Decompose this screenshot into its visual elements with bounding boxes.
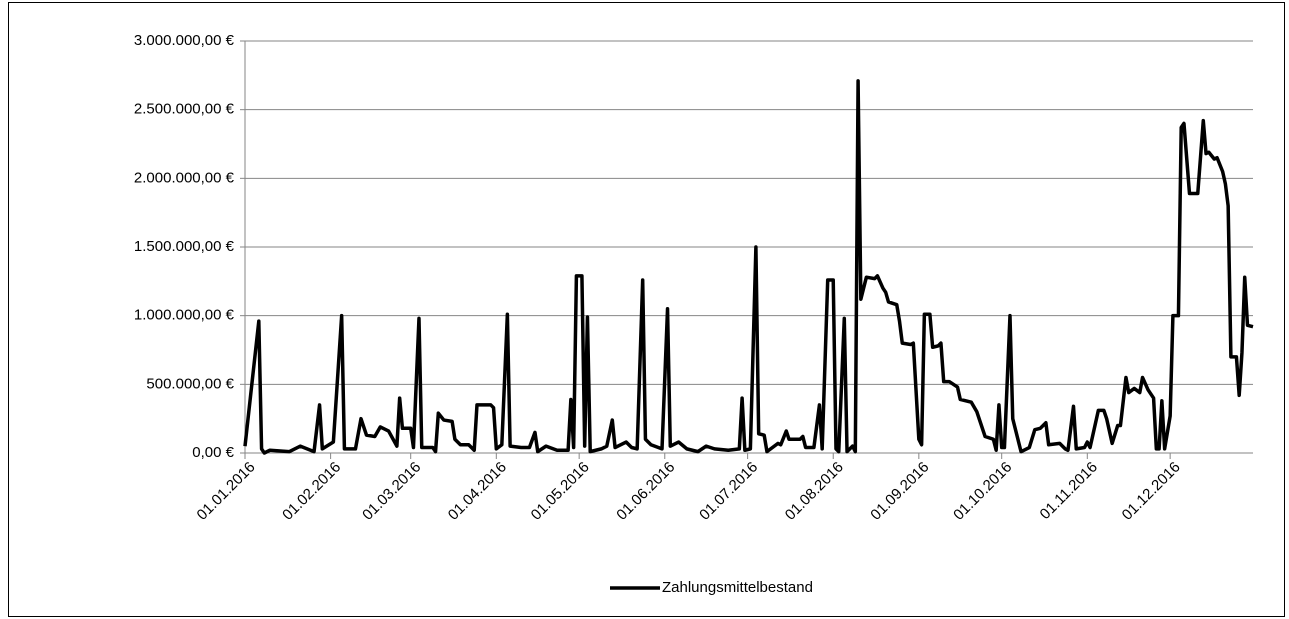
y-tick-label: 2.000.000,00 €	[134, 169, 235, 186]
chart-border	[8, 2, 1285, 617]
series-line	[243, 79, 1254, 455]
y-tick-label: 2.500.000,00 €	[134, 101, 235, 118]
y-tick-label: 3.000.000,00 €	[134, 32, 235, 49]
y-tick-label: 1.000.000,00 €	[134, 307, 235, 324]
legend-label: Zahlungsmittelbestand	[662, 579, 813, 596]
y-tick-label: 1.500.000,00 €	[134, 238, 235, 255]
y-tick-label: 0,00 €	[192, 444, 234, 461]
y-tick-label: 500.000,00 €	[146, 375, 234, 392]
